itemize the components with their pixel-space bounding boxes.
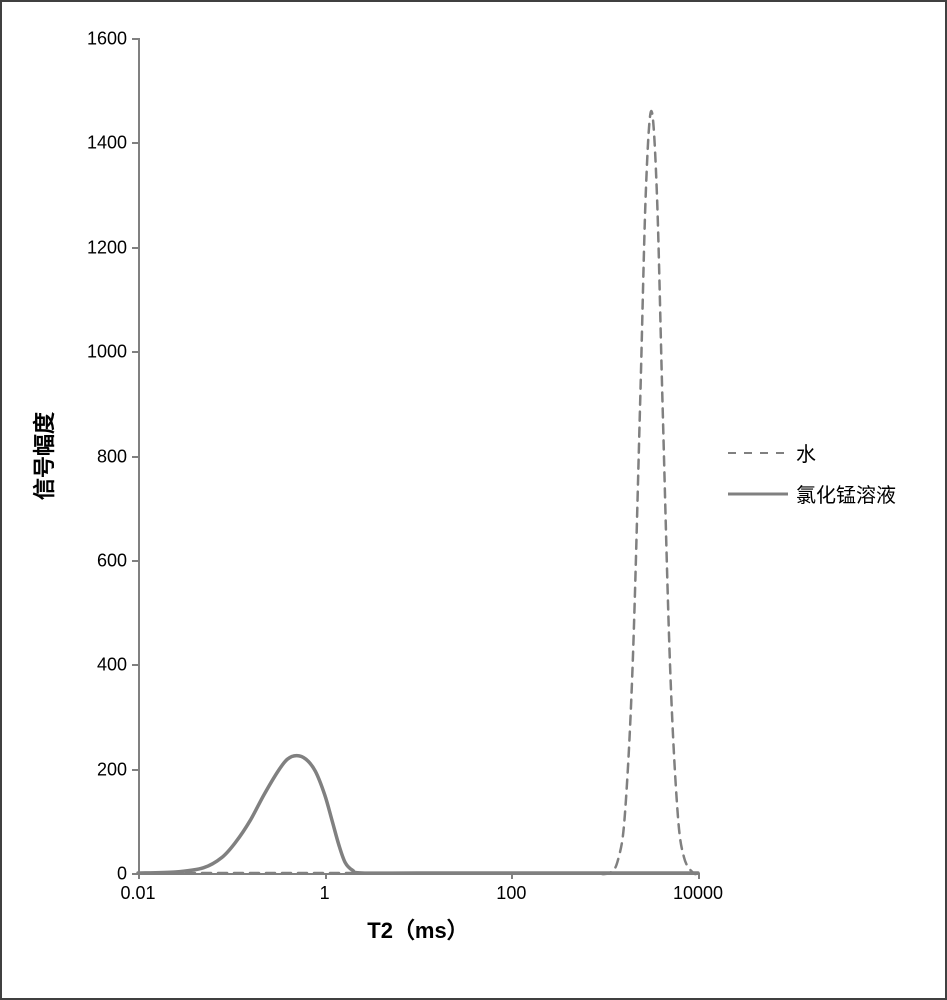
chart-canvas: 02004006008001000120014001600 0.01110010…	[8, 8, 939, 992]
legend-swatch-mncl2	[728, 484, 788, 504]
legend-label-mncl2: 氯化锰溶液	[796, 479, 896, 508]
x-axis-title: T2（ms）	[367, 913, 468, 945]
outer-frame: 02004006008001000120014001600 0.01110010…	[0, 0, 947, 1000]
legend-swatch-water	[728, 443, 788, 463]
series-water	[138, 111, 698, 874]
legend-label-water: 水	[796, 438, 816, 467]
legend: 水 氯化锰溶液	[728, 438, 896, 520]
series-mncl2	[138, 756, 698, 874]
legend-item-water: 水	[728, 438, 896, 467]
legend-item-mncl2: 氯化锰溶液	[728, 479, 896, 508]
y-axis-title: 信号幅度	[27, 411, 59, 499]
